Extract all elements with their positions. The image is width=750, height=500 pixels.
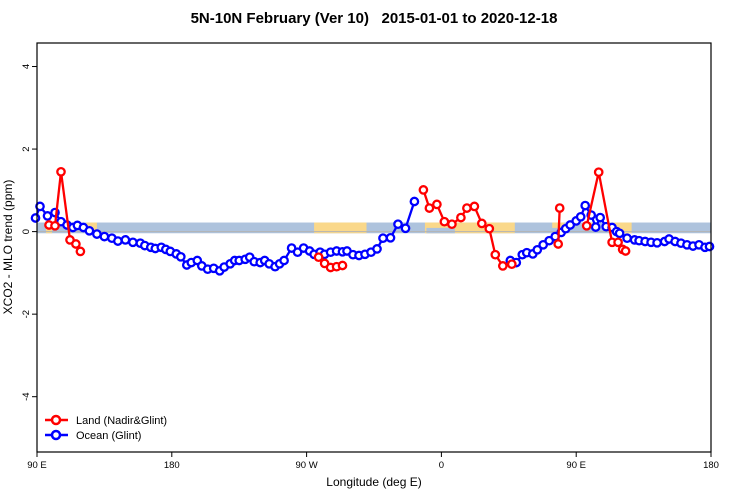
- legend-ocean-label: Ocean (Glint): [76, 430, 141, 442]
- ocean-data-point: [42, 211, 53, 221]
- land-strip-patch: [424, 222, 515, 234]
- x-tick-label: 180: [703, 460, 719, 471]
- legend: Land (Nadir&Glint) Ocean (Glint): [45, 414, 167, 442]
- land-data-point: [56, 166, 66, 177]
- ocean-data-point: [372, 244, 382, 254]
- land-data-point: [71, 239, 81, 249]
- ocean-data-point: [113, 236, 123, 246]
- ocean-data-point: [30, 213, 41, 223]
- land-series-line: [557, 208, 561, 245]
- land-strip-patch: [314, 222, 367, 234]
- ocean-data-point: [595, 212, 606, 223]
- ocean-data-point: [35, 201, 45, 212]
- plot-border: [36, 42, 712, 453]
- ocean-data-point: [84, 225, 95, 236]
- ocean-data-point: [580, 200, 591, 211]
- x-tick-label: 90 E: [27, 460, 47, 471]
- land-data-point: [581, 220, 592, 231]
- ocean-data-point: [622, 233, 632, 244]
- land-data-point: [497, 261, 508, 271]
- land-data-point: [506, 259, 517, 270]
- y-tick-label: 2: [21, 146, 32, 151]
- legend-ocean-marker-icon: [50, 429, 62, 441]
- x-tick-label: 180: [164, 460, 180, 471]
- land-strip-patch: [613, 222, 632, 234]
- land-data-point: [456, 212, 466, 223]
- y-tick-label: 4: [21, 64, 32, 69]
- land-data-point: [75, 246, 86, 257]
- land-data-point: [490, 249, 501, 260]
- land-data-point: [462, 203, 472, 213]
- chart-title: 5N-10N February (Ver 10) 2015-01-01 to 2…: [191, 10, 558, 27]
- ocean-data-point: [590, 222, 601, 232]
- ocean-data-point: [575, 211, 586, 222]
- legend-land-marker-icon: [50, 414, 62, 426]
- ocean-data-point: [393, 219, 403, 230]
- land-data-point: [613, 237, 623, 248]
- plot-area: 90 E 180 90 W 0 90 E 180 -4 -2 0 2 4: [21, 42, 719, 471]
- ocean-notch: [426, 227, 455, 234]
- ocean-data-point: [652, 237, 662, 248]
- legend-land-label: Land (Nadir&Glint): [76, 415, 167, 427]
- land-data-point: [50, 220, 60, 231]
- ocean-data-point: [175, 251, 186, 262]
- ocean-data-point: [92, 229, 102, 239]
- ocean-data-point: [704, 241, 715, 252]
- y-axis-label: XCO2 - MLO trend (ppm): [1, 180, 15, 315]
- x-tick-label: 0: [439, 460, 444, 471]
- land-data-point: [418, 185, 429, 195]
- ocean-band: [37, 222, 711, 234]
- ocean-data-point: [378, 233, 388, 244]
- land-data-point: [432, 199, 442, 210]
- y-tick-label: -4: [21, 392, 32, 400]
- land-data-point: [447, 219, 457, 230]
- land-data-point: [553, 239, 564, 249]
- ocean-data-point: [279, 255, 289, 266]
- y-tick-label: -2: [21, 310, 32, 318]
- ocean-data-point: [400, 223, 411, 234]
- ocean-data-point: [385, 232, 396, 243]
- ocean-data-point: [614, 228, 625, 239]
- x-axis-label: Longitude (deg E): [326, 475, 421, 489]
- land-data-point: [337, 260, 348, 271]
- land-strip-patch: [45, 227, 52, 234]
- x-tick-label: 90 E: [566, 460, 586, 471]
- land-data-point: [554, 203, 565, 213]
- land-data-point: [313, 252, 324, 263]
- land-data-point: [484, 223, 495, 234]
- land-data-point: [439, 216, 450, 227]
- x-tick-label: 90 W: [296, 460, 318, 471]
- ocean-data-point: [532, 244, 543, 255]
- ocean-data-point: [99, 231, 110, 242]
- ocean-data-point: [120, 235, 131, 245]
- land-data-point: [469, 201, 480, 212]
- ocean-series-line: [34, 201, 416, 273]
- ocean-data-point: [128, 237, 138, 248]
- land-data-point: [424, 203, 435, 213]
- ocean-data-point: [409, 196, 420, 207]
- y-tick-label: 0: [21, 229, 32, 234]
- land-data-point: [476, 218, 487, 229]
- land-data-point: [593, 167, 604, 178]
- land-data-point: [620, 246, 631, 256]
